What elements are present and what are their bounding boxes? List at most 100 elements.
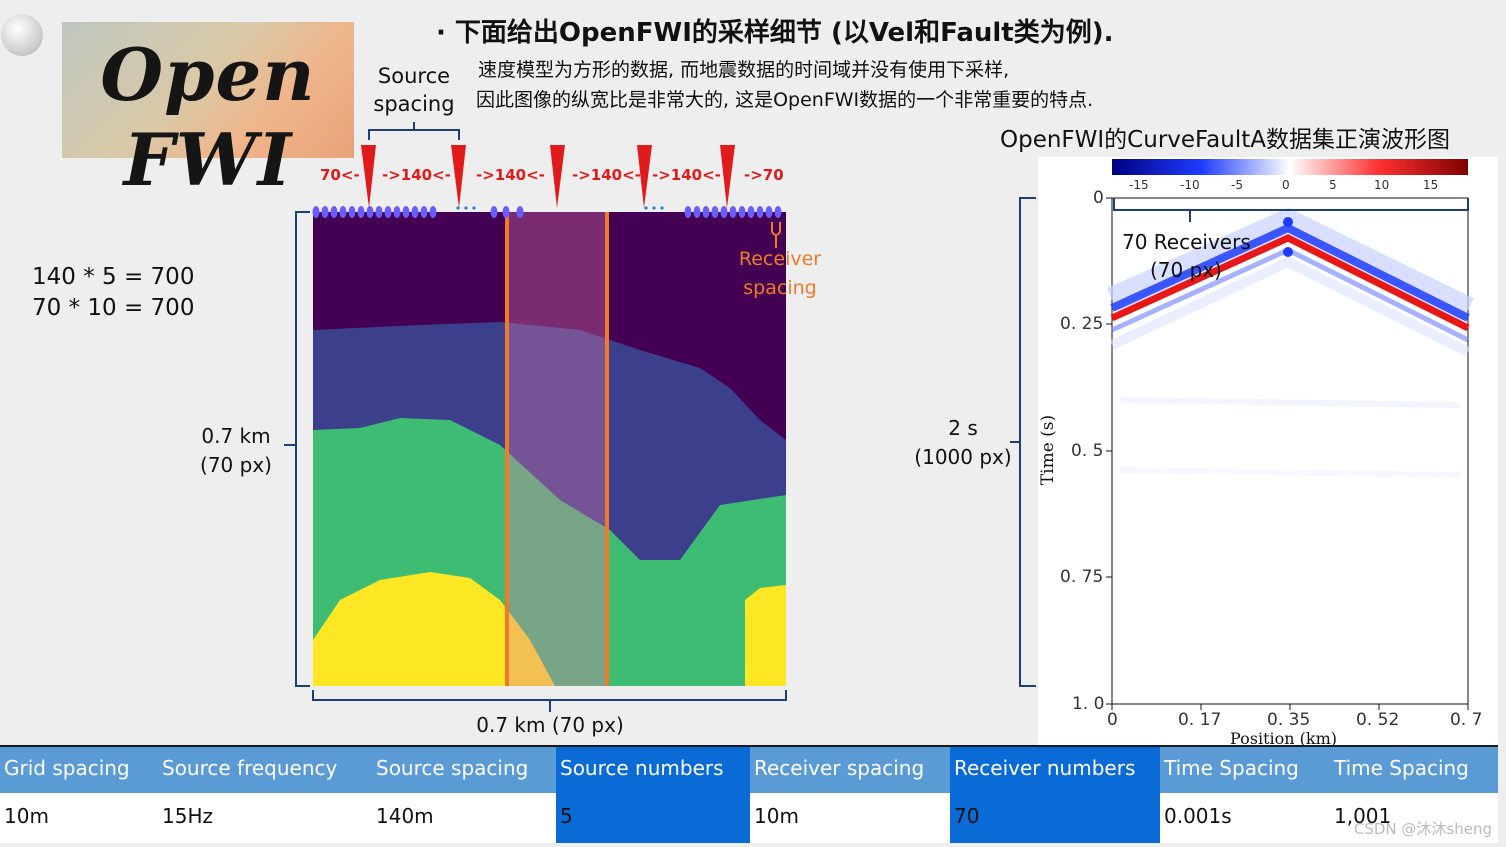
height-bracket	[284, 211, 310, 687]
receiver-dot	[490, 206, 498, 218]
table-header-cell: Source numbers	[556, 747, 750, 793]
receiver-dot	[693, 206, 701, 218]
table-value-cell: 10m	[750, 793, 950, 843]
y-ticks	[1106, 197, 1112, 705]
y-tick-2: 0. 5	[1071, 441, 1104, 461]
table-value-cell: 1,001	[1330, 793, 1498, 843]
receiver-dot	[502, 206, 510, 218]
receiver-dot	[393, 206, 401, 218]
receivers-bracket	[1113, 198, 1469, 222]
width-bracket	[312, 690, 787, 712]
y-tick-4: 1. 0	[1072, 694, 1105, 714]
cbar-tick-2: -5	[1231, 178, 1243, 192]
source-2	[451, 145, 466, 208]
table-value-cell: 5	[556, 793, 750, 843]
source-markers	[361, 145, 735, 208]
time-label-2: (1000 px)	[914, 445, 1012, 469]
table-value-cell: 140m	[372, 793, 556, 843]
table-header-cell: Time Spacing	[1160, 747, 1330, 793]
receiver-spacing-label-2: spacing	[743, 277, 817, 299]
cbar-tick-3: 0	[1282, 178, 1290, 192]
source-1	[361, 145, 376, 208]
receiver-dot	[747, 206, 755, 218]
page-title: · 下面给出OpenFWI的采样细节 (以Vel和Fault类为例).	[436, 18, 1114, 48]
cbar-tick-5: 10	[1374, 178, 1390, 192]
cbar-tick-0: -15	[1129, 178, 1149, 192]
subtitle-line-2: 因此图像的纵宽比是非常大的, 这是OpenFWI数据的一个非常重要的特点.	[476, 89, 1094, 111]
receiver-dot	[330, 206, 338, 218]
spacing-mark-4: ->140<-	[652, 166, 721, 184]
x-tick-2: 0. 35	[1267, 710, 1311, 730]
ellipsis-dot	[464, 206, 468, 210]
receiver-dot	[756, 206, 764, 218]
logo-text: Open FWI	[100, 32, 316, 202]
receiver-dot	[765, 206, 773, 218]
spacing-mark-5: ->70	[744, 166, 784, 184]
source-spacing-label-1: Source	[377, 64, 451, 88]
receiver-dot	[339, 206, 347, 218]
receiver-dot	[402, 206, 410, 218]
ellipsis-dot	[472, 206, 476, 210]
x-tick-1: 0. 17	[1178, 710, 1222, 730]
watermark: CSDN @沐沐sheng	[1353, 820, 1492, 838]
receiver-dot	[720, 206, 728, 218]
cbar-tick-4: 5	[1329, 178, 1337, 192]
table-value-cell: 70	[950, 793, 1160, 843]
spacing-mark-1: ->140<-	[382, 166, 451, 184]
y-tick-3: 0. 75	[1060, 567, 1104, 587]
y-axis-label: Time (s)	[1038, 414, 1058, 486]
spacing-mark-3: ->140<-	[572, 166, 641, 184]
source-3	[550, 145, 565, 208]
receiver-dot	[348, 206, 356, 218]
velocity-model	[313, 212, 786, 686]
receiver-fork-icon	[771, 222, 781, 248]
table-header-cell: Source frequency	[158, 747, 372, 793]
receiver-dots	[312, 206, 782, 218]
table-value-cell: 0.001s	[1160, 793, 1330, 843]
seismic-title: OpenFWI的CurveFaultA数据集正演波形图	[1000, 127, 1450, 153]
spacing-mark-2: ->140<-	[476, 166, 545, 184]
receiver-dot	[702, 206, 710, 218]
receiver-dot	[357, 206, 365, 218]
x-tick-4: 0. 7	[1450, 710, 1483, 730]
time-label-1: 2 s	[948, 416, 978, 440]
receiver-dot	[366, 206, 374, 218]
table-header-cell: Receiver spacing	[750, 747, 950, 793]
ellipsis-dot	[652, 206, 656, 210]
table-value-cell: 15Hz	[158, 793, 372, 843]
cbar-tick-6: 15	[1423, 178, 1439, 192]
x-tick-3: 0. 52	[1356, 710, 1400, 730]
height-label-2: (70 px)	[200, 453, 272, 477]
y-tick-0: 0	[1093, 188, 1104, 208]
x-axis-label: Position (km)	[1230, 729, 1337, 745]
table-header-cell: Source spacing	[372, 747, 556, 793]
receiver-dot	[384, 206, 392, 218]
table-value-cell: 10m	[0, 793, 158, 843]
cbar-tick-1: -10	[1180, 178, 1200, 192]
receiver-dot	[738, 206, 746, 218]
receiver-dot	[411, 206, 419, 218]
ellipsis-dot	[644, 206, 648, 210]
window-circle-button[interactable]	[1, 14, 43, 56]
layer-yellow-left	[313, 572, 555, 686]
table-header-cell: Time Spacing	[1330, 747, 1498, 793]
y-tick-1: 0. 25	[1060, 314, 1104, 334]
seismic-wave	[1106, 207, 1474, 478]
spacing-mark-0: 70<-	[320, 166, 360, 184]
receiver-dot	[321, 206, 329, 218]
receivers-label-1: 70 Receivers	[1122, 230, 1251, 254]
layer-yellow-right	[745, 585, 786, 686]
highlight-column	[507, 212, 607, 686]
width-label: 0.7 km (70 px)	[476, 713, 624, 737]
equation-2: 70 * 10 = 700	[32, 295, 195, 321]
parameters-table	[0, 745, 1498, 847]
receiver-dot	[516, 206, 524, 218]
receiver-dot	[684, 206, 692, 218]
receiver-dot	[375, 206, 383, 218]
height-label-1: 0.7 km	[201, 424, 271, 448]
equation-1: 140 * 5 = 700	[32, 264, 195, 290]
table-header-cell: Receiver numbers	[950, 747, 1160, 793]
ellipsis-dot	[456, 206, 460, 210]
receiver-spacing-label-1: Receiver	[738, 248, 822, 270]
receiver-dot	[312, 206, 320, 218]
